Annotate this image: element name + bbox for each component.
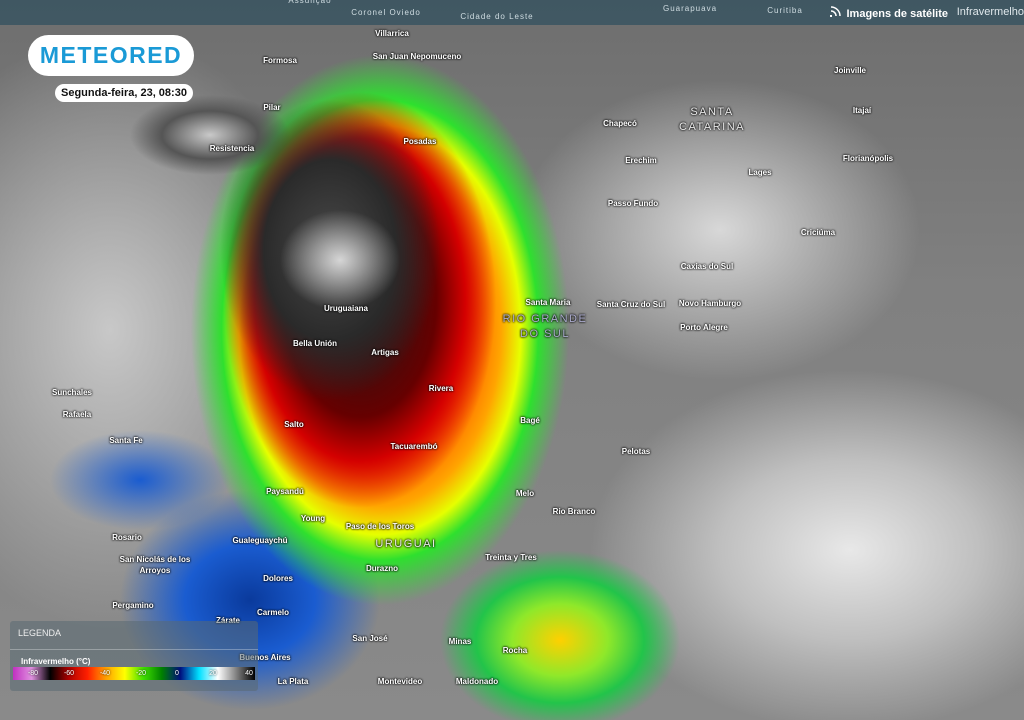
- city-label: Artigas: [371, 348, 399, 357]
- legend-tick: 40: [245, 670, 253, 677]
- city-label: Erechim: [625, 156, 657, 165]
- city-label: San Juan Nepomuceno: [372, 52, 462, 61]
- map-label-top: Curitiba: [767, 6, 803, 15]
- channel-label[interactable]: Infravermelho: [956, 6, 1024, 18]
- city-label: Rafaela: [62, 410, 92, 419]
- legend-tick: 20: [209, 670, 217, 677]
- satellite-dish-icon: [829, 6, 841, 21]
- timestamp-label: Segunda-feira, 23, 08:30: [55, 84, 193, 102]
- region-label: URUGUAI: [375, 538, 437, 550]
- city-label: Rio Branco: [552, 507, 596, 516]
- city-label: Florianópolis: [842, 154, 894, 163]
- product-selector[interactable]: Imagens de satélite: [829, 6, 949, 21]
- city-label: Caxias do Sul: [680, 262, 734, 271]
- city-label: Itajaí: [852, 106, 872, 115]
- city-label: Lages: [748, 168, 772, 177]
- product-label: Imagens de satélite: [846, 7, 949, 20]
- city-label: Novo Hamburgo: [678, 299, 742, 308]
- city-label: Gualeguaychú: [232, 536, 288, 545]
- city-label: Santa Fe: [109, 436, 143, 445]
- region-label: RIO GRANDE DO SUL: [502, 313, 588, 340]
- city-label: Sunchales: [51, 388, 93, 397]
- legend-tick: -20: [135, 670, 147, 677]
- meteored-logo[interactable]: METEORED: [28, 35, 194, 76]
- city-label: Formosa: [263, 56, 297, 65]
- legend-tick: 0: [175, 670, 179, 677]
- city-label: La Plata: [277, 677, 309, 686]
- city-label: Rivera: [428, 384, 454, 393]
- city-label: Pelotas: [621, 447, 651, 456]
- city-label: Dolores: [263, 574, 293, 583]
- city-label: Maldonado: [455, 677, 499, 686]
- city-label: Pilar: [263, 103, 281, 112]
- map-label-top: Coronel Oviedo: [351, 8, 421, 17]
- city-label: Criciúma: [800, 228, 836, 237]
- city-label: Rosario: [112, 533, 142, 542]
- city-label: Montevideo: [377, 677, 423, 686]
- legend-panel: LEGENDA Infravermelho (°C) -80 -60 -40 -20 0…: [10, 621, 258, 691]
- city-label: Arroyos: [139, 566, 171, 575]
- legend-divider: [10, 649, 258, 650]
- top-bar: [0, 0, 1024, 25]
- city-label: Bagé: [520, 416, 540, 425]
- region-label: SANTA CATARINA: [679, 106, 745, 133]
- city-label: Pergamino: [112, 601, 154, 610]
- color-scale: [13, 667, 255, 680]
- legend-tick: -60: [63, 670, 75, 677]
- city-label: Villarrica: [375, 29, 409, 38]
- city-label: Treinta y Tres: [485, 553, 537, 562]
- city-label: Minas: [448, 637, 472, 646]
- city-label: San José: [352, 634, 388, 643]
- city-label: Uruguaiana: [323, 304, 369, 313]
- city-label: Chapecó: [603, 119, 637, 128]
- city-label: Joinville: [833, 66, 867, 75]
- city-label: Posadas: [403, 137, 437, 146]
- city-label: Carmelo: [256, 608, 290, 617]
- city-label: San Nicolás de los: [119, 555, 191, 564]
- legend-title: LEGENDA: [18, 628, 62, 638]
- city-label: Young: [300, 514, 326, 523]
- city-label: Santa Cruz do Sul: [596, 300, 666, 309]
- map-label-top: Assunção: [288, 0, 332, 5]
- city-label: Passo Fundo: [607, 199, 659, 208]
- city-label: Bella Unión: [292, 339, 338, 348]
- city-label: Rocha: [502, 646, 528, 655]
- legend-subtitle: Infravermelho (°C): [21, 657, 91, 666]
- city-label: Tacuarembó: [390, 442, 438, 451]
- city-label: Porto Alegre: [680, 323, 728, 332]
- city-label: Salto: [284, 420, 304, 429]
- city-label: Resistencia: [209, 144, 255, 153]
- city-label: Zárate: [216, 616, 240, 625]
- city-label: Durazno: [366, 564, 398, 573]
- city-label: Santa Maria: [525, 298, 571, 307]
- city-label: Paysandú: [266, 487, 304, 496]
- city-label: Melo: [515, 489, 535, 498]
- legend-tick: -80: [27, 670, 39, 677]
- city-label: Paso de los Toros: [345, 522, 415, 531]
- city-label: Buenos Aires: [239, 653, 291, 662]
- map-label-top: Guarapuava: [662, 4, 718, 13]
- map-label-top: Cidade do Leste: [460, 12, 534, 21]
- legend-tick: -40: [99, 670, 111, 677]
